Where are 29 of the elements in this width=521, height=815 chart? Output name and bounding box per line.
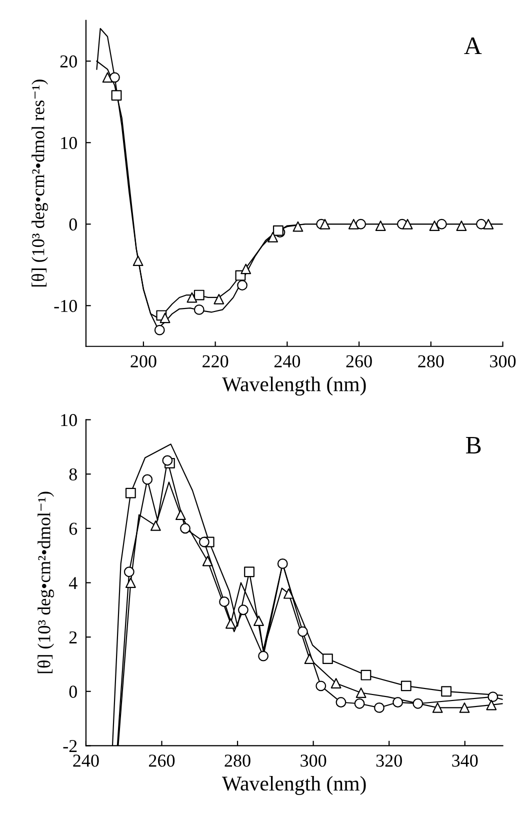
y-tick-label: 20 (60, 55, 77, 68)
x-tick-label: 300 (300, 754, 326, 767)
x-tick-label: 220 (202, 355, 228, 368)
x-tick-label: 200 (130, 355, 156, 368)
x-tick-label: 280 (418, 355, 444, 368)
x-tick-label: 240 (73, 754, 99, 767)
annotation: B (466, 437, 481, 454)
x-tick-label: 300 (490, 355, 516, 368)
y-tick-label: 10 (61, 414, 77, 426)
x-tick-label: 240 (274, 355, 300, 368)
x-axis-title: Wavelength (nm) (222, 376, 366, 396)
x-tick-label: 260 (149, 754, 175, 767)
x-tick-label: 280 (224, 754, 250, 767)
y-tick-label: -10 (54, 300, 77, 312)
y-tick-label: 0 (69, 218, 77, 231)
y-axis-title: [θ] (10³ deg•cm²•dmol res⁻¹) (31, 80, 48, 287)
y-tick-label: 8 (69, 468, 77, 480)
x-axis-title: Wavelength (nm) (222, 776, 366, 795)
y-tick-label: 2 (69, 631, 77, 644)
y-tick-label: 10 (61, 136, 77, 150)
annotation: A (464, 38, 482, 54)
y-axis-title: [θ] (10³ deg•cm²•dmol⁻¹) (38, 492, 54, 674)
x-tick-label: 260 (346, 355, 372, 368)
y-tick-label: 6 (69, 522, 78, 535)
x-tick-label: 340 (452, 754, 478, 767)
y-tick-label: 0 (69, 686, 77, 698)
x-tick-label: 320 (376, 754, 402, 767)
y-tick-label: -2 (63, 740, 77, 752)
y-tick-label: 4 (68, 577, 78, 589)
